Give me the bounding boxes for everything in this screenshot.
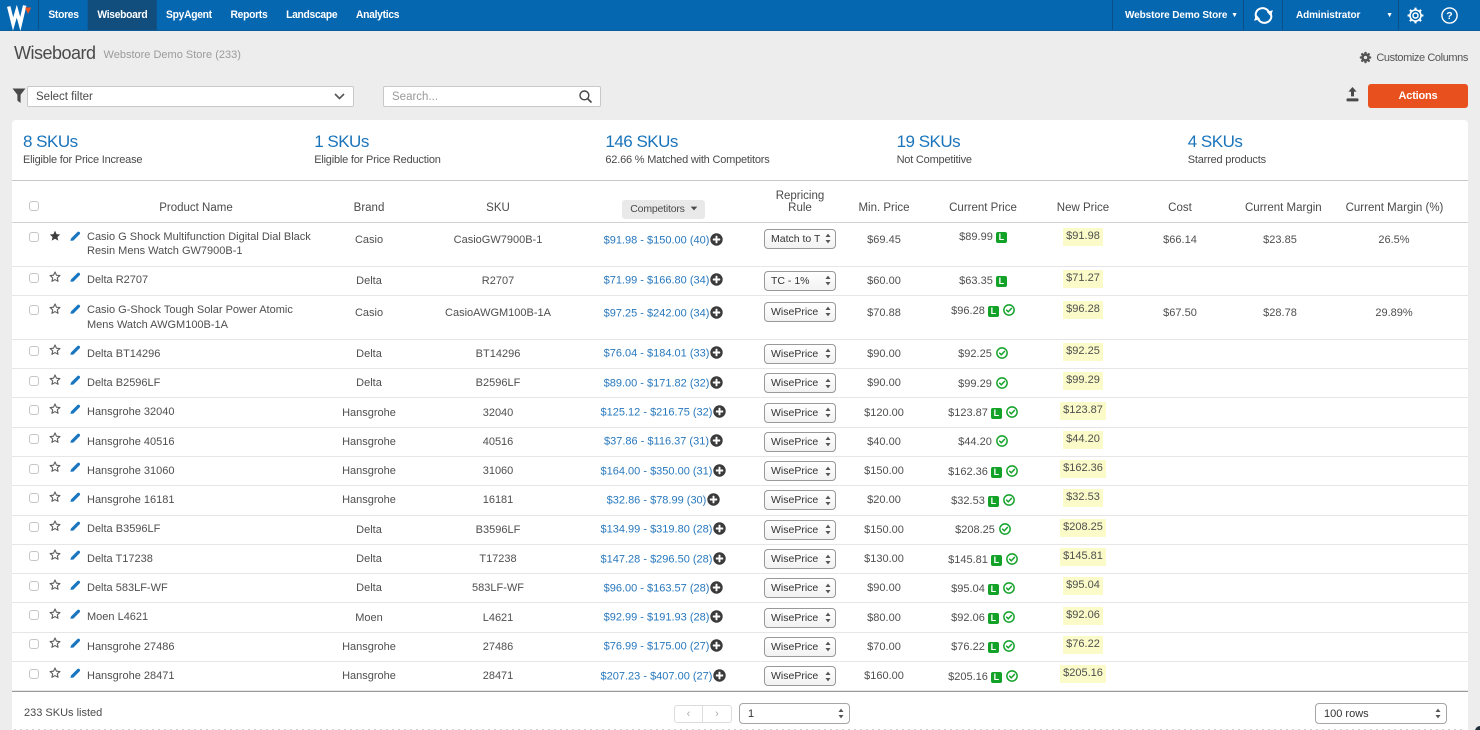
svg-text:?: ? bbox=[1446, 10, 1452, 22]
